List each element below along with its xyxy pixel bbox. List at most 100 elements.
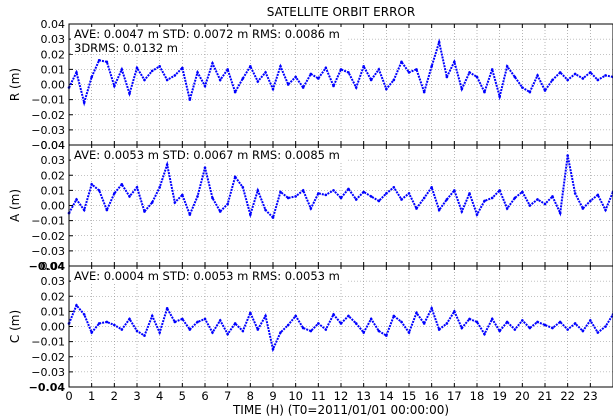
data-point: [521, 319, 524, 322]
data-point: [150, 69, 154, 73]
data-point: [317, 192, 320, 195]
data-point: [362, 331, 365, 334]
data-point: [521, 190, 524, 194]
data-point: [604, 208, 607, 212]
data-point: [120, 328, 124, 331]
x-tick-label: 15: [402, 389, 417, 403]
data-point: [82, 101, 86, 104]
data-point: [196, 195, 199, 198]
data-point: [233, 175, 237, 179]
x-tick-label: 22: [560, 389, 575, 403]
data-point: [445, 322, 449, 325]
data-point: [543, 89, 547, 92]
data-point: [301, 189, 305, 192]
data-point: [143, 334, 146, 337]
data-point: [181, 66, 184, 70]
x-tick-label: 3: [133, 389, 140, 403]
data-point: [82, 208, 86, 212]
data-point: [460, 87, 464, 91]
data-point: [249, 213, 252, 216]
data-point: [551, 326, 554, 330]
data-point: [271, 216, 275, 219]
data-point: [528, 204, 532, 207]
data-point: [490, 68, 494, 71]
data-point: [203, 166, 207, 169]
data-point: [347, 314, 350, 318]
data-point: [589, 71, 592, 74]
y-tick-label: 0.04: [41, 18, 66, 31]
figure-title: SATELLITE ORBIT ERROR: [267, 5, 415, 19]
annotation-bg: [71, 27, 348, 40]
data-point: [256, 189, 260, 192]
data-point: [430, 307, 433, 310]
data-point: [264, 71, 267, 74]
data-point: [536, 198, 539, 201]
data-point: [415, 68, 418, 71]
data-point: [347, 71, 350, 74]
data-point: [218, 78, 222, 82]
data-point: [422, 90, 426, 94]
data-point: [453, 189, 456, 192]
data-point: [505, 65, 509, 68]
data-point: [498, 189, 501, 192]
data-point: [475, 320, 479, 324]
y-tick-label: 0.03: [41, 154, 66, 167]
data-point: [369, 78, 373, 82]
data-point: [339, 68, 343, 71]
data-point: [543, 323, 547, 327]
data-point: [392, 314, 396, 318]
data-point: [460, 326, 464, 330]
data-point: [521, 86, 524, 89]
data-point: [158, 331, 161, 334]
data-point: [551, 195, 554, 198]
data-point: [604, 74, 607, 77]
data-point: [286, 83, 290, 86]
data-point: [241, 186, 245, 189]
data-point: [271, 347, 275, 351]
data-point: [558, 211, 562, 215]
y-axis-label: A (m): [8, 189, 22, 222]
data-point: [256, 80, 260, 83]
data-point: [128, 195, 131, 198]
data-point: [256, 328, 260, 331]
data-point: [90, 331, 93, 334]
data-point: [135, 329, 139, 333]
data-point: [173, 201, 177, 204]
panel-r: 0.04 0.03 0.02 0.01 0.00 −0.01 −0.02 −0.03 −0.04…: [8, 18, 613, 152]
y-tick-label: −0.01: [31, 215, 65, 228]
data-point: [437, 40, 441, 44]
data-point: [528, 326, 532, 330]
data-point: [143, 210, 146, 213]
y-tick-label: −0.03: [31, 245, 65, 258]
data-point: [407, 331, 411, 334]
data-point: [226, 332, 229, 336]
data-point: [75, 198, 78, 201]
x-tick-label: 2: [111, 389, 118, 403]
data-point: [566, 154, 569, 157]
data-point: [120, 68, 124, 71]
data-point: [460, 210, 464, 213]
x-tick-label: 5: [179, 389, 186, 403]
data-point: [324, 328, 328, 331]
x-tick-label: 0: [65, 389, 72, 403]
data-point: [173, 74, 177, 77]
y-tick-label: 0.01: [41, 184, 66, 197]
y-axis-label: R (m): [8, 68, 22, 101]
data-point: [407, 192, 411, 195]
data-point: [362, 65, 365, 68]
data-point: [415, 207, 418, 210]
x-tick-label: 10: [288, 389, 303, 403]
data-point: [339, 322, 343, 325]
data-point: [75, 71, 78, 74]
data-point: [422, 196, 426, 200]
y-tick-label: −0.01: [31, 336, 65, 349]
data-point: [128, 92, 131, 95]
data-point: [143, 78, 146, 82]
data-point: [468, 317, 471, 321]
data-point: [226, 202, 229, 206]
y-tick-label: −0.03: [31, 124, 65, 137]
x-axis-label: TIME (H) (T0=2011/01/01 00:00:00): [232, 403, 449, 417]
y-tick-label: −0.02: [31, 230, 65, 243]
data-point: [128, 317, 131, 321]
